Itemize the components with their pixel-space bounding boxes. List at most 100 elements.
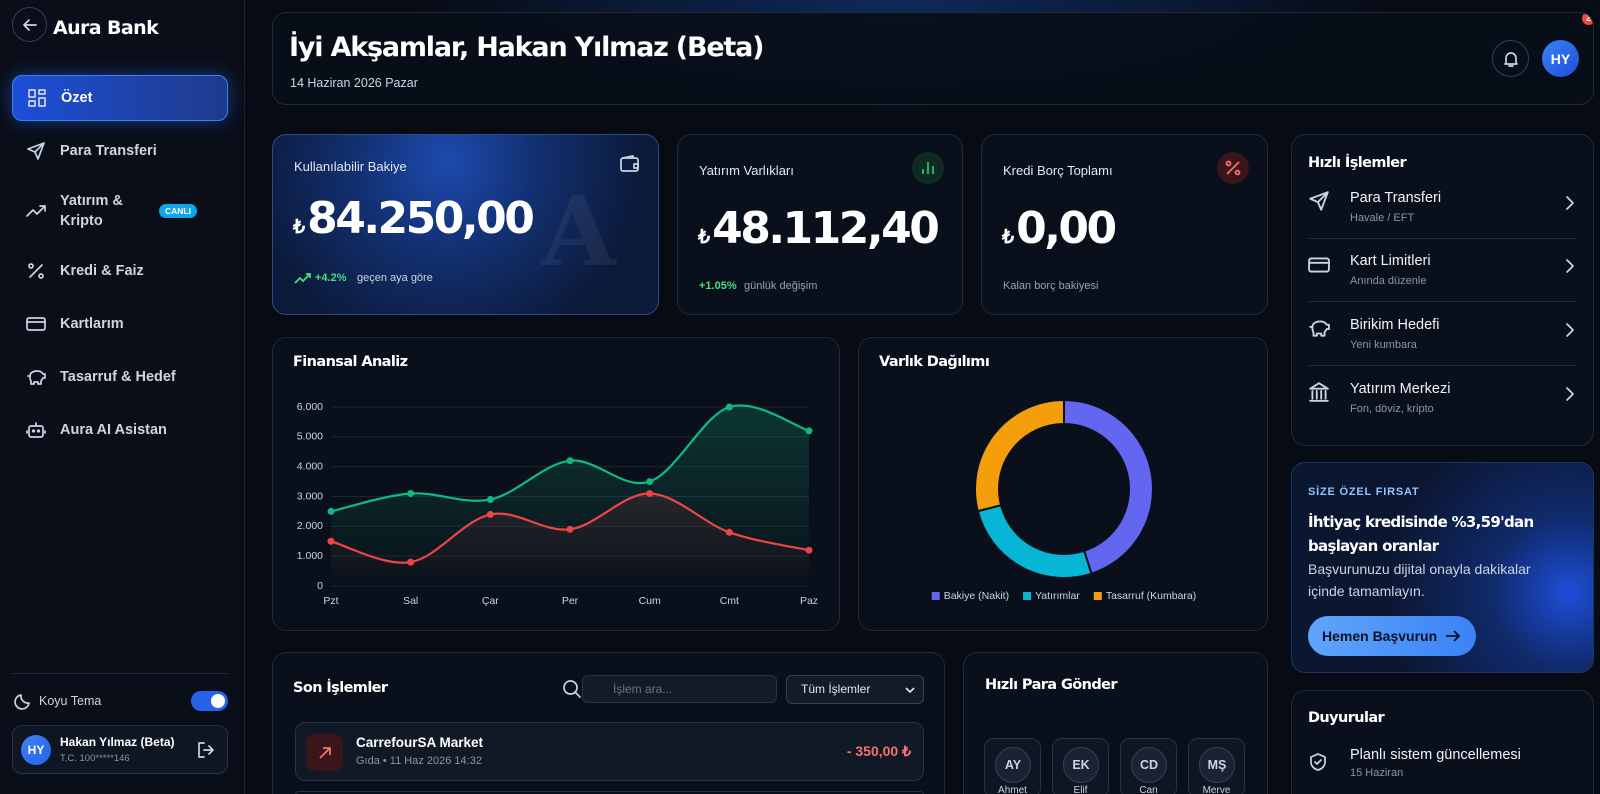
- outgoing-arrow: [318, 746, 331, 759]
- nav-item[interactable]: Kredi & Faiz: [12, 248, 228, 294]
- date: 14 Haziran 2026 Pazar: [290, 76, 418, 90]
- search-icon: [563, 680, 581, 698]
- currency: ₺: [1002, 227, 1015, 248]
- data-point: [566, 525, 574, 533]
- nav-label: Özet: [61, 90, 93, 106]
- contact[interactable]: CD Can: [1120, 738, 1177, 794]
- filter-label: Tüm İşlemler: [801, 682, 871, 696]
- nav-item[interactable]: Para Transferi: [12, 128, 228, 174]
- nav-label: Tasarruf & Hedef: [60, 369, 176, 385]
- brand: Aura Bank: [53, 17, 159, 39]
- nav-label: Aura AI Asistan: [60, 422, 167, 438]
- search-input[interactable]: İşlem ara...: [582, 675, 777, 703]
- filter-select[interactable]: Tüm İşlemler: [786, 675, 924, 704]
- amount: 48.112,40: [712, 203, 940, 254]
- arrow-icon: [1446, 630, 1461, 642]
- x-tick-label: Pzt: [323, 595, 338, 607]
- divider: [12, 673, 228, 674]
- amount: 84.250,00: [307, 193, 535, 244]
- transaction-amount: - 350,00 ₺: [846, 743, 911, 759]
- chevrons: [1566, 196, 1574, 401]
- bars-icon: [922, 162, 934, 174]
- contact[interactable]: EK Elif: [1052, 738, 1109, 794]
- contact-initials: CD: [1131, 747, 1167, 783]
- avatar[interactable]: HY: [1542, 40, 1579, 77]
- legend-swatch: [1023, 592, 1032, 600]
- back-icon: [22, 18, 37, 31]
- pie-slice: [976, 503, 1093, 579]
- promo-card: SİZE ÖZEL FIRSAT İhtiyaç kredisinde %3,5…: [1291, 462, 1594, 673]
- nav-item[interactable]: Özet: [12, 75, 228, 121]
- section-title: Hızlı Para Gönder: [985, 677, 1117, 693]
- data-point: [725, 403, 733, 411]
- bell-icon: [1503, 51, 1518, 67]
- contact-initials: MŞ: [1199, 747, 1235, 783]
- action-subtitle: Anında düzenle: [1350, 275, 1427, 287]
- separator: [1308, 238, 1577, 239]
- line-chart: 0 1.000 2.000 3.000 4.000 5.000 6.000 Pzt Sal Çar…: [297, 401, 818, 607]
- action-subtitle: Havale / EFT: [1350, 212, 1415, 224]
- select-chevron: [905, 687, 915, 694]
- nav-icon: [28, 263, 44, 279]
- pie-slice: [1063, 398, 1154, 575]
- amount: 0,00: [1016, 203, 1117, 254]
- nav-item[interactable]: Yatırım & Kripto CANLI: [12, 188, 228, 234]
- greeting: İyi Akşamlar, Hakan Yılmaz (Beta): [289, 32, 764, 63]
- toggle-knob: [211, 694, 225, 708]
- legend-label: Tasarruf (Kumbara): [1106, 590, 1196, 602]
- theme-toggle[interactable]: [191, 691, 228, 711]
- next-row: [295, 791, 924, 794]
- loan-card: Kredi Borç Toplamı ₺ 0,00 Kalan borç baki…: [981, 134, 1268, 315]
- pie-slice: [974, 398, 1065, 513]
- transaction-name: CarrefourSA Market: [356, 735, 484, 750]
- contact[interactable]: AY Ahmet: [984, 738, 1041, 794]
- bank-icon: [1309, 382, 1329, 402]
- x-tick-label: Çar: [482, 595, 499, 607]
- legend-label: Bakiye (Nakit): [944, 590, 1009, 602]
- watermark: A: [541, 175, 616, 288]
- logout-icon[interactable]: [196, 740, 216, 760]
- action-title[interactable]: Yatırım Merkezi: [1350, 381, 1451, 397]
- x-tick-label: Cmt: [720, 595, 739, 607]
- transaction-row[interactable]: CarrefourSA Market Gıda • 11 Haz 2026 14…: [295, 722, 924, 781]
- shield-icon: [1310, 753, 1326, 771]
- action-title[interactable]: Birikim Hedefi: [1350, 317, 1440, 333]
- search-placeholder: İşlem ara...: [613, 682, 673, 696]
- chart-icon: [912, 152, 944, 184]
- separator: [1308, 365, 1577, 366]
- x-tick-label: Per: [562, 595, 579, 607]
- nav-item[interactable]: Aura AI Asistan: [12, 407, 228, 453]
- theme-label: Koyu Tema: [39, 694, 102, 708]
- chart-title: Finansal Analiz: [293, 354, 408, 370]
- data-point: [805, 427, 813, 435]
- data-point: [725, 528, 733, 536]
- percent-glyph: [1225, 160, 1241, 176]
- nav-icon: [26, 205, 46, 217]
- action-title[interactable]: Kart Limitleri: [1350, 253, 1431, 269]
- x-tick-label: Cum: [639, 595, 661, 607]
- change: +4.2%: [315, 272, 347, 284]
- card-amount: ₺ 48.112,40: [698, 203, 940, 254]
- nav-item[interactable]: Kartlarım: [12, 301, 228, 347]
- wallet-icon: [620, 155, 639, 172]
- currency: ₺: [698, 227, 711, 248]
- contact-name: Ahmet: [998, 785, 1027, 794]
- header: İyi Akşamlar, Hakan Yılmaz (Beta) 14 Haz…: [272, 12, 1594, 105]
- sidebar: Aura Bank Özet Para Transferi Yatırım & …: [0, 0, 245, 794]
- live-badge: CANLI: [159, 204, 197, 218]
- user-avatar: HY: [21, 735, 51, 765]
- notification-button[interactable]: [1492, 40, 1529, 77]
- contact[interactable]: MŞ Merve: [1188, 738, 1245, 794]
- data-point: [407, 558, 415, 566]
- action-title[interactable]: Para Transferi: [1350, 190, 1442, 206]
- notification-badge: 2: [1582, 13, 1593, 25]
- back-button[interactable]: [12, 7, 47, 42]
- card-amount: ₺ 84.250,00: [293, 193, 535, 244]
- data-point: [327, 507, 335, 515]
- nav-item[interactable]: Tasarruf & Hedef: [12, 354, 228, 400]
- apply-button[interactable]: Hemen Başvurun: [1308, 616, 1476, 656]
- piggy-icon: [1309, 320, 1330, 337]
- card-icon: [1308, 257, 1330, 273]
